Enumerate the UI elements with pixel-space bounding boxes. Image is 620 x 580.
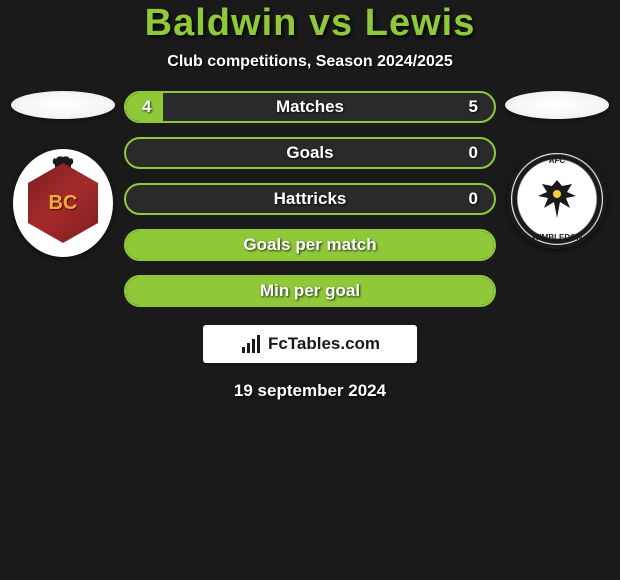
stat-bar-goals-per-match: Goals per match xyxy=(124,229,496,261)
stat-left-value: 4 xyxy=(142,97,151,117)
bar-chart-icon xyxy=(240,333,262,355)
left-club-crest[interactable]: BC xyxy=(13,149,113,257)
stat-right-value: 0 xyxy=(469,143,478,163)
crest-arc-top: AFC xyxy=(549,156,565,165)
stat-label: Min per goal xyxy=(260,281,360,301)
stat-bar-matches: 4 Matches 5 xyxy=(124,91,496,123)
eagle-icon xyxy=(532,174,582,224)
date-label: 19 september 2024 xyxy=(0,381,620,401)
brand-text: FcTables.com xyxy=(268,334,380,354)
stat-label: Hattricks xyxy=(274,189,347,209)
stats-bars: 4 Matches 5 Goals 0 Hattricks 0 Goals pe… xyxy=(118,91,502,307)
page-title: Baldwin vs Lewis xyxy=(0,2,620,45)
player-photo-placeholder-left xyxy=(11,91,115,119)
right-club-crest[interactable]: AFC WIMBLEDON xyxy=(507,149,607,249)
crest-shield: BC xyxy=(28,163,98,243)
left-player-column: BC xyxy=(8,91,118,257)
comparison-widget: Baldwin vs Lewis Club competitions, Seas… xyxy=(0,0,620,401)
player-photo-placeholder-right xyxy=(505,91,609,119)
stat-right-value: 0 xyxy=(469,189,478,209)
brand-attribution[interactable]: FcTables.com xyxy=(203,325,417,363)
right-player-column: AFC WIMBLEDON xyxy=(502,91,612,249)
stat-bar-min-per-goal: Min per goal xyxy=(124,275,496,307)
crest-badge-text: BC xyxy=(49,192,78,215)
main-row: BC 4 Matches 5 Goals 0 Hattricks 0 xyxy=(0,91,620,307)
stat-bar-goals: Goals 0 xyxy=(124,137,496,169)
stat-label: Goals per match xyxy=(243,235,376,255)
stat-bar-hattricks: Hattricks 0 xyxy=(124,183,496,215)
crest-inner xyxy=(528,170,586,228)
stat-label: Matches xyxy=(276,97,344,117)
page-subtitle: Club competitions, Season 2024/2025 xyxy=(0,53,620,71)
stat-right-value: 5 xyxy=(469,97,478,117)
stat-label: Goals xyxy=(286,143,333,163)
crest-arc-bottom: WIMBLEDON xyxy=(532,233,582,242)
